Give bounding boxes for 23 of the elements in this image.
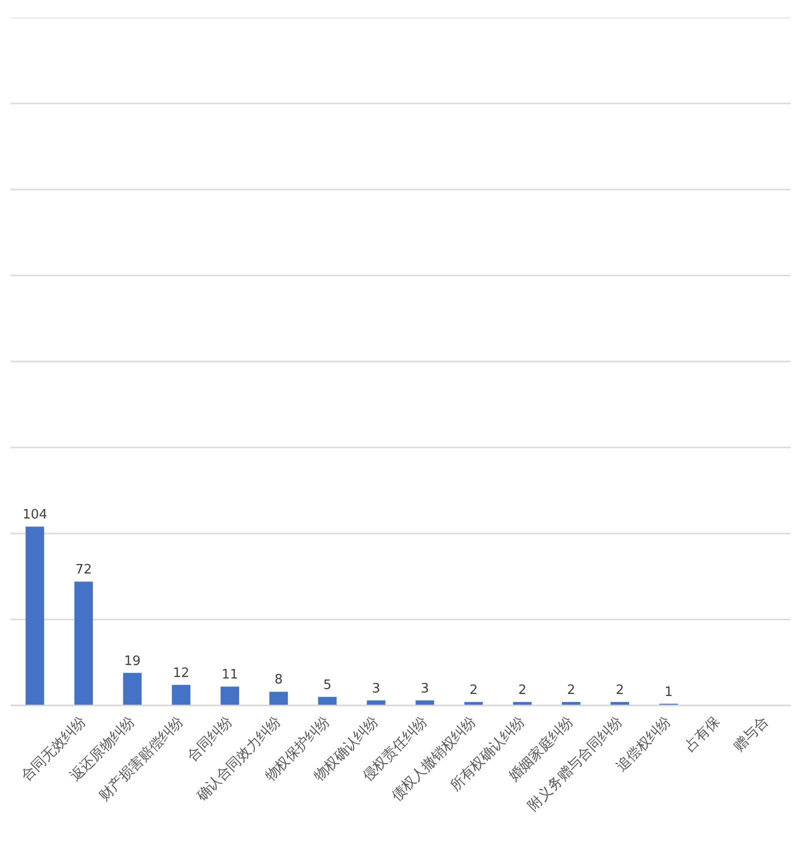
- data-label: 3: [420, 681, 430, 696]
- bar: [220, 686, 240, 706]
- data-label: 2: [518, 683, 527, 698]
- bar: [74, 582, 93, 706]
- data-label: 1: [664, 684, 673, 700]
- data-label: 2: [616, 683, 624, 698]
- bar: [123, 672, 142, 706]
- data-label: 104: [22, 508, 48, 523]
- data-label: 72: [75, 562, 92, 578]
- data-label: 2: [469, 683, 478, 698]
- data-label: 8: [274, 672, 283, 688]
- data-label: 2: [566, 683, 576, 698]
- data-label: 11: [222, 668, 238, 683]
- x-tick-label: 占有保: [682, 714, 724, 755]
- bar: [26, 526, 44, 706]
- data-label: 5: [323, 678, 332, 693]
- x-tick-label: 赠与合: [730, 714, 772, 755]
- data-label: 19: [124, 654, 141, 669]
- bar: [269, 692, 288, 706]
- data-label: 3: [372, 681, 380, 696]
- data-label: 12: [172, 666, 190, 681]
- bar: [318, 696, 337, 706]
- bar: [172, 684, 190, 706]
